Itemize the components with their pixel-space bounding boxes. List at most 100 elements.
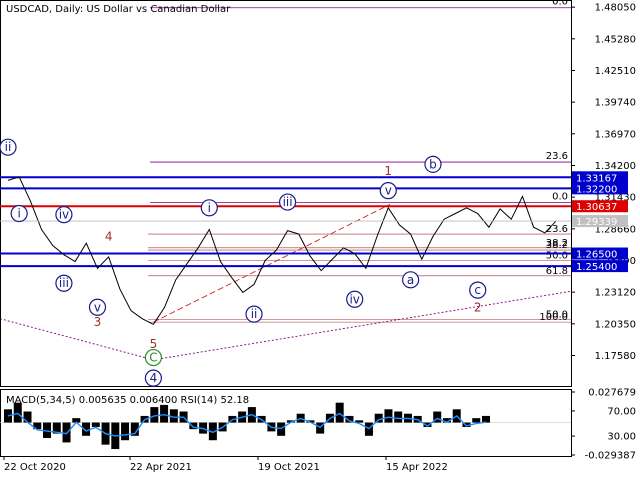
- price-level-box-label: 1.32200: [576, 184, 617, 195]
- wave-label-circle: [55, 274, 73, 292]
- macd-histogram-bar: [384, 409, 393, 423]
- price-level-box: [572, 200, 628, 213]
- wave-label: i: [18, 207, 21, 221]
- wave-label: 1: [384, 164, 392, 178]
- wave-label: ii: [5, 140, 12, 154]
- macd-histogram-bar: [316, 422, 325, 434]
- wave-label-circle: [402, 271, 420, 289]
- macd-histogram-bar: [23, 411, 32, 423]
- macd-histogram-bar: [52, 422, 61, 434]
- wave-label: ii: [251, 307, 258, 321]
- time-axis-tick-label: 22 Apr 2021: [130, 462, 192, 473]
- wave-label-circle: [144, 348, 162, 367]
- wave-label-circle: [245, 305, 263, 323]
- price-axis-tick-label: 1.42510: [595, 66, 636, 77]
- macd-histogram-bar: [72, 418, 81, 423]
- price-axis-tick-label: 1.45280: [595, 34, 636, 45]
- macd-histogram-bar: [91, 422, 100, 427]
- price-axis-tick-label: 1.48050: [595, 3, 636, 14]
- wave-label-circle: [200, 199, 218, 217]
- wave-label: iii: [283, 195, 293, 209]
- fib-level-label: 23.6: [546, 224, 568, 235]
- time-axis: 22 Oct 2020 22 Apr 2021 19 Oct 2021 15 Apr …: [3, 456, 448, 473]
- wave-label-circle: [424, 155, 442, 173]
- wave-label: c: [474, 283, 481, 297]
- price-level-box: [572, 247, 628, 260]
- macd-histogram-bar: [442, 418, 451, 423]
- price-axis-tick-label: 1.17580: [595, 351, 636, 362]
- price-series: [0, 176, 571, 326]
- price-axis-tick-label: 1.28660: [595, 224, 636, 235]
- wave-label-circle: [379, 182, 397, 200]
- indicator-axis-tick-label: -0.029387: [585, 451, 636, 462]
- macd-histogram-bar: [306, 420, 315, 423]
- current-price-box: [572, 215, 628, 228]
- price-level-box: [572, 182, 628, 195]
- time-axis-tick-label: 19 Oct 2021: [258, 462, 320, 473]
- wave-label: C: [149, 351, 157, 365]
- fib-level-label: 23.6: [546, 151, 568, 162]
- macd-histogram-bar: [130, 422, 139, 436]
- wave-label: v: [385, 184, 392, 198]
- wave-label: 3: [94, 315, 102, 329]
- macd-histogram-bar: [433, 411, 442, 423]
- macd-histogram-bar: [482, 415, 490, 423]
- macd-histogram-bar: [462, 422, 471, 427]
- wave-label: iv: [349, 292, 359, 306]
- macd-histogram-bar: [472, 418, 481, 423]
- macd-histogram-bar: [82, 422, 91, 436]
- wave-label: 4: [105, 229, 113, 243]
- price-axis-tick-label: 1.20350: [595, 319, 636, 330]
- fib-level-label: 50.0: [546, 250, 568, 261]
- fib-level-label: 100.0: [539, 312, 568, 323]
- macd-histogram-bar: [394, 411, 403, 423]
- price-level-box-label: 1.25400: [576, 262, 617, 273]
- macd-histogram-bar: [374, 413, 383, 423]
- macd-histogram-bar: [150, 407, 159, 423]
- wave-label-circle: [278, 193, 297, 211]
- macd-histogram-bar: [160, 404, 169, 423]
- macd-histogram-bar: [13, 402, 22, 423]
- fib-level-label: 0.0: [552, 192, 568, 203]
- indicator-label: MACD(5,34,5) 0.005635 0.006400 RSI(14) 5…: [6, 395, 249, 406]
- indicator-series: [0, 402, 571, 450]
- macd-histogram-bar: [208, 422, 217, 441]
- wave-label: 2: [474, 300, 482, 314]
- rsi-line: [7, 412, 487, 437]
- price-axis-tick-label: 1.23120: [595, 288, 636, 299]
- wave-label: 4: [150, 371, 158, 385]
- wave-label-circle: [469, 281, 487, 299]
- wave-label: 5: [150, 337, 158, 351]
- price-level-box: [572, 171, 628, 184]
- indicator-axis-tick-label: 70.00: [607, 406, 636, 417]
- indicator-axis-tick-label: 0.027679: [588, 388, 636, 399]
- fib-level-label: 50.0: [546, 309, 568, 320]
- fib-level-label: 38.2: [546, 240, 568, 251]
- fib-level-label: 61.8: [546, 266, 568, 277]
- wave-label: v: [94, 300, 101, 314]
- trend-line-channel: [153, 203, 391, 323]
- fib-level-label: 0.0: [552, 0, 568, 8]
- price-level-box-label: 1.30637: [576, 202, 617, 213]
- wave-label-circle: [10, 204, 28, 223]
- wave-label-circle: [346, 290, 364, 308]
- macd-histogram-bar: [189, 422, 198, 430]
- fib-level-label: 38.2: [546, 238, 568, 249]
- wave-label: b: [429, 157, 437, 171]
- price-axis-tick-label: 1.31430: [595, 193, 636, 204]
- wave-label: a: [407, 273, 414, 287]
- macd-histogram-bar: [423, 422, 432, 427]
- current-price-label: 1.29339: [576, 217, 617, 228]
- wave-label: i: [208, 201, 211, 215]
- macd-histogram-bar: [286, 420, 295, 423]
- macd-histogram-bar: [62, 422, 71, 443]
- trend-lines: [0, 203, 572, 361]
- wave-label-circle: [55, 206, 73, 224]
- price-line: [7, 176, 557, 326]
- price-level-box-label: 1.33167: [576, 173, 617, 184]
- indicator-axis-tick-label: 30.00: [607, 432, 636, 443]
- macd-histogram-bar: [345, 415, 354, 423]
